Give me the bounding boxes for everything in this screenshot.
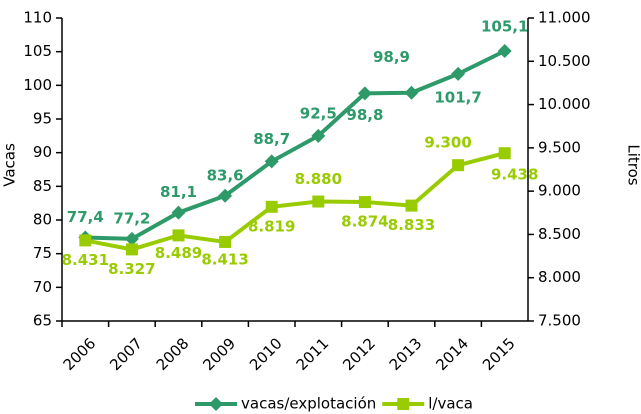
x-tick-label: 2008 (153, 334, 193, 374)
data-label: 8.413 (201, 250, 248, 268)
series-line (84, 151, 506, 252)
data-point (311, 128, 326, 143)
series-line (85, 49, 506, 241)
y-tick-label: 80 (33, 211, 52, 229)
y2-tick-label: 9.500 (538, 138, 581, 156)
data-label: 8.833 (388, 216, 435, 234)
x-tick-label: 2013 (386, 334, 426, 374)
y2-tick-label: 10.000 (538, 95, 591, 113)
data-label: 98,9 (373, 48, 410, 66)
y2-axis-label: Litros (625, 144, 641, 185)
data-label: 88,7 (253, 130, 290, 148)
data-point (219, 235, 232, 248)
data-label: 81,1 (160, 183, 197, 201)
data-point (357, 86, 372, 101)
data-point (404, 85, 419, 100)
data-point (358, 196, 371, 209)
x-tick-label: 2011 (293, 334, 333, 374)
data-label: 8.880 (295, 170, 342, 188)
data-label: 77,2 (113, 209, 150, 227)
y2-tick-label: 10.500 (538, 52, 591, 70)
legend-label: l/vaca (428, 395, 473, 413)
y-tick-label: 85 (33, 177, 52, 195)
data-label: 98,8 (346, 106, 383, 124)
data-label: 101,7 (434, 88, 481, 106)
data-point (405, 199, 418, 212)
x-tick-label: 2009 (199, 334, 239, 374)
legend-marker (209, 397, 223, 411)
x-tick-label: 2006 (60, 334, 100, 374)
data-point (171, 205, 186, 220)
data-label: 77,4 (67, 208, 104, 226)
data-point (124, 231, 139, 246)
data-label: 92,5 (300, 104, 337, 122)
data-point (497, 43, 512, 58)
y2-tick-label: 9.000 (538, 182, 581, 200)
x-tick-label: 2007 (106, 334, 146, 374)
data-point (172, 229, 185, 242)
y-tick-label: 75 (33, 244, 52, 262)
data-point (498, 147, 511, 160)
data-point (264, 154, 279, 169)
data-point (218, 188, 233, 203)
data-point (125, 243, 138, 256)
data-label: 8.431 (62, 251, 109, 269)
y-tick-label: 70 (33, 278, 52, 296)
data-label: 8.819 (248, 217, 295, 235)
y-tick-label: 95 (33, 110, 52, 128)
y-tick-label: 90 (33, 143, 52, 161)
data-label: 8.489 (155, 244, 202, 262)
y2-tick-label: 8.500 (538, 225, 581, 243)
y2-tick-label: 7.500 (538, 312, 581, 330)
legend-marker (397, 398, 410, 410)
data-point (451, 66, 466, 81)
data-label: 105,1 (481, 17, 528, 35)
data-point (452, 159, 465, 172)
data-label: 83,6 (207, 166, 244, 184)
legend-label: vacas/explotación (241, 395, 376, 413)
y2-tick-label: 11.000 (538, 9, 591, 27)
y2-tick-label: 8.000 (538, 268, 581, 286)
x-tick-label: 2015 (479, 334, 519, 374)
data-label: 8.874 (341, 213, 388, 231)
data-label: 9.438 (491, 166, 538, 184)
x-tick-label: 2014 (432, 334, 472, 374)
data-label: 8.327 (108, 260, 155, 278)
y-tick-label: 105 (23, 42, 52, 60)
y-tick-label: 100 (23, 76, 52, 94)
data-point (79, 234, 92, 247)
y-axis-label: Vacas (1, 143, 19, 187)
y-tick-label: 65 (33, 312, 52, 330)
data-label: 9.300 (424, 134, 471, 152)
data-point (265, 200, 278, 213)
data-point (312, 195, 325, 208)
x-tick-label: 2010 (246, 334, 286, 374)
y-tick-label: 110 (23, 9, 52, 27)
x-tick-label: 2012 (339, 334, 379, 374)
